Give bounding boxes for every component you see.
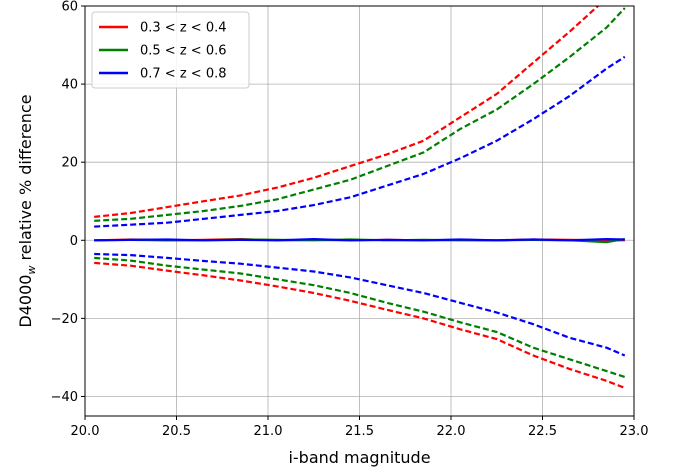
legend: 0.3 < z < 0.4 0.5 < z < 0.6 0.7 < z < 0.8 [91, 11, 250, 89]
y-axis-label-subscript: w [25, 266, 38, 275]
series-2-lower-line [94, 252, 626, 357]
legend-label: 0.5 < z < 0.6 [140, 44, 227, 59]
x-tick-label: 21.5 [345, 424, 374, 439]
series-2-median-line [94, 237, 625, 242]
series-0-lower-line [94, 261, 626, 389]
x-tick-label: 22.0 [437, 424, 466, 439]
series-2-upper-line [94, 55, 626, 228]
y-axis-label: D4000w relative % difference [16, 94, 38, 327]
y-axis-label-rest: relative % difference [16, 94, 35, 265]
series-group [94, 6, 626, 389]
y-tick-label: 0 [70, 234, 78, 249]
y-tick-label: −40 [51, 390, 78, 405]
x-tick-label: 20.0 [71, 424, 100, 439]
y-axis-ticks: −40 −20 0 20 40 60 [51, 0, 85, 405]
y-tick-label: 40 [61, 78, 78, 93]
x-tick-label: 22.5 [528, 424, 557, 439]
y-axis-label-main: D4000 [16, 275, 35, 328]
x-tick-label: 21.0 [254, 424, 283, 439]
x-axis-ticks: 20.0 20.5 21.0 21.5 22.0 22.5 23.0 [71, 416, 649, 439]
series-layer [94, 6, 626, 389]
legend-label: 0.7 < z < 0.8 [140, 67, 227, 82]
y-tick-label: 60 [61, 0, 78, 15]
series-0-upper-line [94, 6, 600, 218]
y-tick-label: −20 [51, 312, 78, 327]
series-1-lower-line [94, 256, 626, 379]
series-1-upper-line [94, 7, 626, 222]
x-axis-label: i-band magnitude [288, 448, 430, 467]
legend-box [91, 11, 250, 89]
x-tick-label: 23.0 [620, 424, 649, 439]
y-tick-label: 20 [61, 156, 78, 171]
legend-label: 0.3 < z < 0.4 [140, 21, 227, 36]
x-tick-label: 20.5 [162, 424, 191, 439]
